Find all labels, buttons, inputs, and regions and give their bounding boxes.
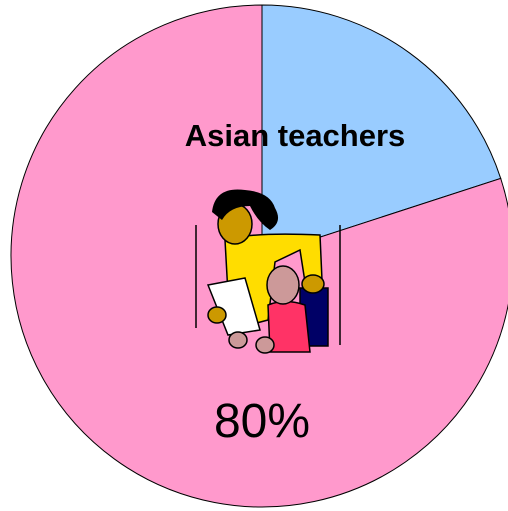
pie-slice [261, 4, 502, 257]
value-label: 80% [214, 395, 310, 448]
teacher-icon [195, 189, 341, 354]
chart-title: Asian teachers [185, 118, 406, 153]
